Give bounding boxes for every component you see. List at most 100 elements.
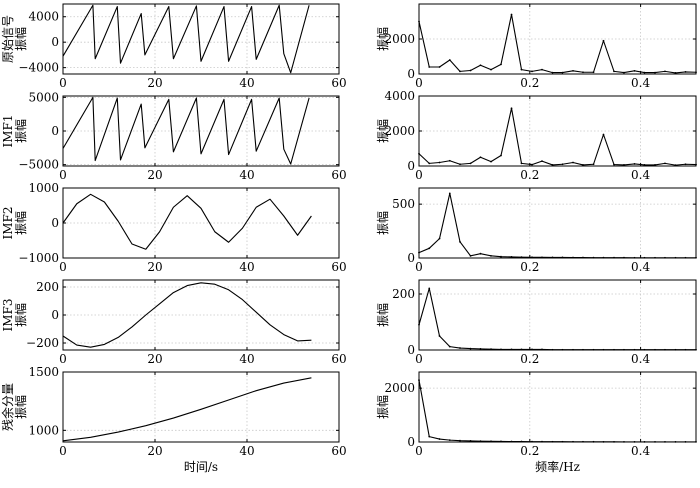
- x-tick-label: 40: [239, 352, 254, 366]
- data-point: [448, 439, 451, 442]
- x-tick-label: 40: [239, 168, 254, 182]
- x-tick-label: 20: [147, 352, 162, 366]
- x-tick-label: 0.2: [520, 352, 539, 366]
- data-point: [531, 163, 533, 166]
- y-tick-label: 4000: [384, 89, 415, 103]
- data-point: [479, 252, 482, 255]
- data-point: [469, 162, 472, 165]
- data-point: [643, 164, 646, 166]
- x-tick-label: 40: [239, 444, 254, 458]
- y-tick-label: 500: [392, 197, 415, 211]
- y-axis-label: 振幅: [375, 211, 390, 235]
- y-axis-label: 振幅: [13, 119, 28, 143]
- data-point: [459, 347, 461, 349]
- panel-4: 0 0.2 0.4 0 2000 4000 振幅: [375, 89, 697, 182]
- data-point: [664, 162, 666, 165]
- data-point: [479, 347, 482, 350]
- x-tick-label: 0: [415, 444, 423, 458]
- data-point: [438, 161, 441, 164]
- data-point: [438, 438, 441, 440]
- y-axis-label: 原始信号: [1, 15, 15, 63]
- data-point: [623, 71, 625, 74]
- data-point: [438, 237, 441, 240]
- data-point: [500, 154, 502, 157]
- x-tick-label: 0.4: [631, 76, 650, 90]
- data-point: [438, 335, 441, 337]
- data-point: [490, 68, 492, 71]
- y-tick-label: 2000: [384, 381, 415, 395]
- data-point: [448, 159, 451, 162]
- data-point: [572, 69, 574, 72]
- data-point: [520, 68, 523, 71]
- y-tick-label: −5000: [18, 158, 59, 172]
- y-tick-label: 1500: [28, 365, 59, 379]
- data-point: [490, 254, 492, 257]
- data-point: [613, 163, 615, 166]
- data-point: [428, 162, 431, 165]
- x-tick-label: 20: [147, 168, 162, 182]
- data-point: [510, 13, 513, 16]
- data-point: [459, 163, 461, 166]
- data-point: [582, 164, 584, 166]
- y-axis-label: IMF1: [1, 115, 15, 148]
- data-point: [428, 287, 431, 290]
- y-tick-label: −200: [26, 336, 59, 350]
- x-tick-label: 0: [415, 76, 423, 90]
- data-point: [551, 164, 554, 166]
- data-point: [469, 254, 472, 257]
- data-point: [459, 439, 461, 442]
- data-point: [520, 162, 523, 165]
- x-tick-label: 0: [59, 444, 67, 458]
- data-point: [469, 69, 472, 72]
- y-tick-label: 0: [51, 35, 59, 49]
- data-point: [592, 163, 595, 166]
- data-point: [479, 64, 482, 67]
- x-tick-label: 0.2: [520, 168, 539, 182]
- data-point: [479, 156, 482, 159]
- x-tick-label: 0.2: [520, 76, 539, 90]
- data-point: [490, 160, 492, 163]
- x-tick-label: 0: [415, 352, 423, 366]
- data-point: [510, 256, 513, 258]
- x-tick-label: 0.4: [631, 168, 650, 182]
- data-point: [602, 133, 605, 136]
- y-axis-label: IMF3: [1, 299, 15, 332]
- data-point: [592, 71, 595, 74]
- data-point: [500, 255, 502, 258]
- axes-frame: [418, 187, 697, 259]
- x-tick-label: 40: [239, 260, 254, 274]
- y-tick-label: 1000: [28, 423, 59, 437]
- data-point: [428, 435, 431, 438]
- y-tick-label: 0: [407, 67, 415, 81]
- x-axis-label: 时间/s: [184, 460, 218, 474]
- data-point: [684, 163, 687, 166]
- data-point: [448, 345, 451, 348]
- y-axis-label: 残余分量: [0, 383, 15, 431]
- data-point: [438, 66, 441, 68]
- data-point: [561, 163, 564, 166]
- axes-frame: [62, 371, 340, 443]
- data-point: [510, 107, 513, 110]
- data-point: [469, 440, 472, 442]
- data-point: [448, 59, 451, 61]
- series-line: [418, 287, 696, 351]
- y-tick-label: 0: [51, 216, 59, 230]
- data-point: [623, 164, 625, 166]
- data-point: [531, 70, 533, 73]
- y-tick-label: 200: [392, 287, 415, 301]
- x-tick-label: 0.4: [631, 352, 650, 366]
- y-tick-label: 0: [51, 124, 59, 138]
- y-axis-label: 振幅: [375, 27, 390, 51]
- y-tick-label: 0: [407, 251, 415, 265]
- data-point: [582, 71, 584, 74]
- x-tick-label: 0.4: [631, 260, 650, 274]
- y-tick-label: 0: [407, 435, 415, 449]
- x-tick-label: 60: [331, 444, 346, 458]
- y-tick-label: −4000: [18, 61, 59, 75]
- series-line: [418, 192, 696, 259]
